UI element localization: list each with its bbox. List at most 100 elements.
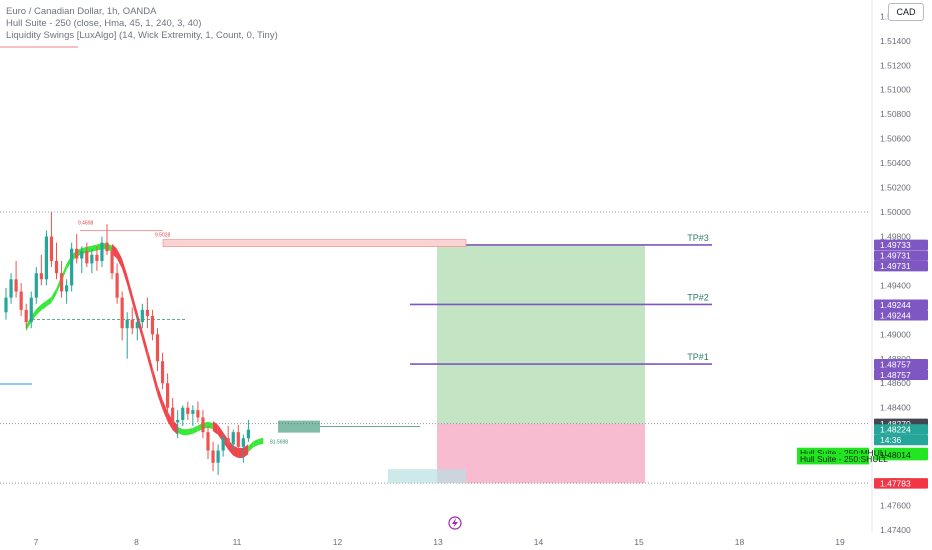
candle-body[interactable]	[181, 407, 185, 420]
candle-body[interactable]	[90, 254, 94, 264]
price-badge-text: 1.49733	[880, 240, 911, 250]
candle-body[interactable]	[211, 450, 215, 463]
candle-body[interactable]	[39, 273, 43, 280]
profit-zone	[437, 244, 645, 424]
candle-body[interactable]	[130, 319, 134, 329]
candle-body[interactable]	[95, 254, 99, 261]
liquidity-swings-indicator[interactable]: Liquidity Swings [LuxAlgo] (14, Wick Ext…	[6, 30, 278, 41]
candle-body[interactable]	[236, 432, 240, 447]
price-badge	[874, 309, 928, 321]
lightning-bolt	[452, 518, 458, 528]
candle-body[interactable]	[216, 450, 220, 463]
price-badge-text: 1.49244	[880, 310, 911, 320]
y-tick-label: 1.47600	[880, 501, 911, 511]
tp-label: TP#1	[687, 352, 709, 362]
x-tick-label: 14	[534, 537, 544, 547]
price-badge-text: 1.47783	[880, 478, 911, 488]
candle-body[interactable]	[226, 438, 230, 445]
hull-label-box	[797, 447, 869, 459]
candle-body[interactable]	[171, 407, 175, 423]
hull-label-box	[797, 453, 869, 465]
price-badge	[874, 239, 928, 251]
candle-body[interactable]	[221, 438, 225, 451]
tp-label: TP#2	[687, 292, 709, 302]
candle-body[interactable]	[100, 242, 104, 261]
candle-body[interactable]	[176, 419, 180, 423]
symbol-title[interactable]: Euro / Canadian Dollar, 1h, OANDA	[6, 6, 157, 17]
hull-band-segment	[177, 426, 183, 436]
candle-body[interactable]	[166, 383, 170, 408]
candle-body[interactable]	[24, 309, 28, 323]
y-tick-label: 1.48800	[880, 354, 911, 364]
hull-band-segment	[182, 429, 188, 436]
candle-body[interactable]	[105, 242, 109, 252]
price-badge-text: 1.48757	[880, 370, 911, 380]
candle-body[interactable]	[14, 279, 18, 292]
candle-body[interactable]	[140, 309, 144, 323]
candle-body[interactable]	[191, 410, 195, 414]
price-badge-text: 1.48224	[880, 425, 911, 435]
liquidity-low-label: 81.5698	[270, 440, 288, 446]
hull-band-segment	[172, 419, 178, 435]
candle-body[interactable]	[206, 432, 210, 451]
candle-body[interactable]	[4, 297, 8, 313]
candle-body[interactable]	[196, 410, 200, 418]
candle-body[interactable]	[145, 309, 149, 316]
candle-body[interactable]	[125, 319, 129, 329]
candle-body[interactable]	[150, 315, 155, 335]
hull-band-segment	[137, 310, 143, 340]
x-tick-label: 13	[433, 537, 443, 547]
candle-body[interactable]	[85, 251, 89, 264]
candle-body[interactable]	[59, 273, 64, 292]
price-badge	[874, 449, 928, 461]
candle-body[interactable]	[241, 438, 245, 447]
currency-button[interactable]: CAD	[888, 3, 924, 21]
x-tick-label: 15	[634, 537, 644, 547]
candle-body[interactable]	[80, 251, 84, 259]
price-badge-text: 1.48014	[880, 450, 911, 460]
candle-body[interactable]	[120, 297, 124, 329]
candle-body[interactable]	[135, 322, 139, 329]
y-tick-label: 1.49000	[880, 329, 911, 339]
lightning-icon[interactable]	[448, 516, 462, 530]
price-badge-text: 1.49731	[880, 251, 911, 261]
candle-body[interactable]	[231, 432, 235, 445]
candle-body[interactable]	[246, 429, 250, 439]
candle-body[interactable]	[44, 236, 48, 280]
price-badge-text: 1.48270	[880, 419, 911, 429]
candle-body[interactable]	[34, 273, 38, 298]
price-badge-text: 1.49244	[880, 300, 911, 310]
y-tick-label: 1.50600	[880, 134, 911, 144]
candle-body[interactable]	[160, 361, 165, 384]
chart-legend: Euro / Canadian Dollar, 1h, OANDA Hull S…	[6, 6, 278, 42]
candle-body[interactable]	[19, 291, 23, 310]
hull-band-segment	[253, 438, 259, 448]
hull-band-segment	[36, 304, 42, 316]
hull-band-segment	[142, 329, 148, 358]
price-badge	[874, 424, 928, 435]
candle-body[interactable]	[75, 248, 79, 259]
hull-band-segment	[127, 274, 133, 303]
candle-body[interactable]	[49, 236, 54, 261]
candle-body[interactable]	[115, 273, 119, 298]
hull-band-segment	[132, 292, 138, 321]
candle-body[interactable]	[155, 334, 160, 362]
hull-suite-indicator[interactable]: Hull Suite - 250 (close, Hma, 45, 1, 240…	[6, 18, 202, 29]
liquidity-high2-label: 9.5028	[155, 233, 171, 239]
price-badge-text: 14:36	[880, 435, 902, 445]
candle-body[interactable]	[54, 260, 59, 274]
hull-band-segment	[162, 399, 168, 422]
candle-body[interactable]	[186, 407, 190, 414]
price-badge	[874, 250, 928, 261]
candle-body[interactable]	[201, 417, 205, 433]
candle-body[interactable]	[29, 297, 33, 323]
candle-body[interactable]	[65, 285, 69, 292]
y-tick-label: 1.47400	[880, 525, 911, 535]
hull-band-segment	[116, 248, 122, 269]
y-tick-label: 1.50800	[880, 109, 911, 119]
candle-body[interactable]	[110, 251, 114, 274]
candle-body[interactable]	[70, 248, 74, 286]
candle-body[interactable]	[9, 279, 13, 298]
tp-label: TP#3	[687, 233, 709, 243]
